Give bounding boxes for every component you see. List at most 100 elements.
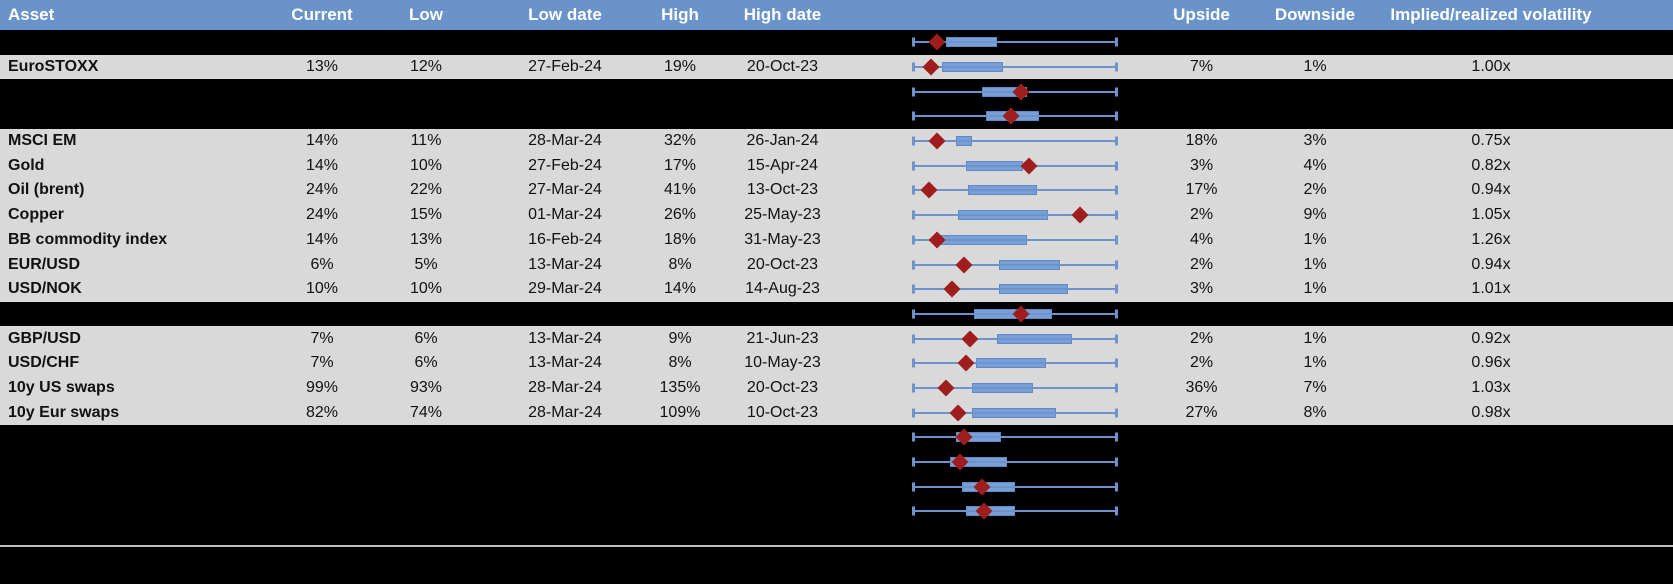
cell-downside[interactable]: 1%	[1303, 230, 1327, 248]
cell-downside[interactable]: 1%	[1303, 329, 1327, 347]
cell-upside[interactable]: 2%	[1189, 255, 1214, 273]
cell-current[interactable]: 14%	[305, 230, 339, 248]
cell-high-date[interactable]: 31-May-23	[744, 230, 821, 248]
cell-high-date[interactable]: 26-Jan-24	[746, 132, 819, 150]
cell-low-date[interactable]: 29-Mar-24	[528, 280, 602, 298]
cell-low-date[interactable]: 27-Feb-24	[528, 156, 602, 174]
cell-high[interactable]: 9%	[668, 329, 692, 347]
cell-low[interactable]: 15%	[409, 206, 443, 224]
cell-implied-realized[interactable]: 0.92x	[1471, 329, 1511, 347]
cell-low-date[interactable]: 16-Feb-24	[528, 230, 602, 248]
cell-low-date[interactable]: 13-Mar-24	[528, 329, 602, 347]
cell-low[interactable]: 6%	[414, 354, 438, 372]
column-header-asset[interactable]: Asset	[8, 5, 55, 24]
cell-low[interactable]: 93%	[409, 378, 443, 396]
cell-asset[interactable]: USD/CHF	[8, 354, 80, 372]
column-header-upside[interactable]: Upside	[1173, 5, 1230, 24]
cell-high[interactable]: 18%	[663, 230, 697, 248]
cell-high-date[interactable]: 20-Oct-23	[746, 58, 819, 76]
cell-upside[interactable]: 17%	[1185, 181, 1218, 199]
cell-low[interactable]: 10%	[409, 280, 443, 298]
cell-current[interactable]: 7%	[310, 329, 334, 347]
cell-high[interactable]: 19%	[663, 58, 697, 76]
cell-current[interactable]: 14%	[305, 156, 339, 174]
cell-high-date[interactable]: 10-May-23	[744, 354, 821, 372]
cell-downside[interactable]: 9%	[1303, 206, 1327, 224]
cell-current[interactable]: 82%	[305, 403, 339, 421]
cell-downside[interactable]: 2%	[1303, 181, 1327, 199]
cell-current[interactable]: 24%	[305, 181, 339, 199]
cell-asset[interactable]: USD/NOK	[8, 280, 82, 298]
cell-implied-realized[interactable]: 0.75x	[1471, 132, 1511, 150]
cell-downside[interactable]: 8%	[1303, 403, 1327, 421]
cell-current[interactable]: 99%	[305, 378, 339, 396]
cell-high-date[interactable]: 13-Oct-23	[746, 181, 819, 199]
cell-downside[interactable]: 7%	[1303, 378, 1327, 396]
cell-downside[interactable]: 1%	[1303, 354, 1327, 372]
cell-low-date[interactable]: 28-Mar-24	[528, 132, 602, 150]
cell-current[interactable]: 10%	[305, 280, 339, 298]
cell-low-date[interactable]: 13-Mar-24	[528, 255, 602, 273]
cell-asset[interactable]: Copper	[8, 206, 64, 224]
cell-high-date[interactable]: 20-Oct-23	[746, 255, 819, 273]
cell-high[interactable]: 109%	[659, 403, 701, 421]
cell-high[interactable]: 17%	[663, 156, 697, 174]
column-header-high[interactable]: High	[661, 5, 699, 24]
cell-asset[interactable]: BB commodity index	[8, 230, 168, 248]
column-header-current[interactable]: Current	[291, 5, 353, 24]
cell-low[interactable]: 5%	[414, 255, 438, 273]
cell-high[interactable]: 8%	[668, 255, 692, 273]
cell-current[interactable]: 7%	[310, 354, 334, 372]
cell-high-date[interactable]: 10-Oct-23	[746, 403, 819, 421]
cell-low[interactable]: 12%	[409, 58, 443, 76]
cell-implied-realized[interactable]: 1.05x	[1471, 206, 1511, 224]
cell-current[interactable]: 14%	[305, 132, 339, 150]
cell-low-date[interactable]: 27-Feb-24	[528, 58, 602, 76]
cell-asset[interactable]: 10y Eur swaps	[8, 403, 120, 421]
cell-downside[interactable]: 1%	[1303, 280, 1327, 298]
cell-high[interactable]: 14%	[663, 280, 697, 298]
cell-low[interactable]: 13%	[409, 230, 443, 248]
cell-high-date[interactable]: 20-Oct-23	[746, 378, 819, 396]
cell-asset[interactable]: GBP/USD	[8, 329, 81, 347]
cell-low[interactable]: 22%	[409, 181, 443, 199]
cell-upside[interactable]: 3%	[1189, 156, 1214, 174]
column-header-low-date[interactable]: Low date	[528, 5, 602, 24]
cell-upside[interactable]: 4%	[1189, 230, 1214, 248]
cell-asset[interactable]: EuroSTOXX	[8, 58, 99, 76]
cell-low-date[interactable]: 28-Mar-24	[528, 378, 602, 396]
cell-high[interactable]: 135%	[659, 378, 701, 396]
cell-asset[interactable]: 10y US swaps	[8, 378, 115, 396]
cell-implied-realized[interactable]: 1.00x	[1471, 58, 1511, 76]
cell-high[interactable]: 8%	[668, 354, 692, 372]
cell-downside[interactable]: 4%	[1303, 156, 1327, 174]
cell-implied-realized[interactable]: 0.94x	[1471, 255, 1511, 273]
cell-implied-realized[interactable]: 1.03x	[1471, 378, 1511, 396]
cell-low-date[interactable]: 27-Mar-24	[528, 181, 602, 199]
cell-asset[interactable]: Oil (brent)	[8, 181, 85, 199]
cell-current[interactable]: 24%	[305, 206, 339, 224]
cell-upside[interactable]: 7%	[1189, 58, 1214, 76]
cell-low-date[interactable]: 01-Mar-24	[528, 206, 602, 224]
cell-low[interactable]: 74%	[409, 403, 443, 421]
cell-high[interactable]: 41%	[663, 181, 697, 199]
column-header-implied-realized[interactable]: Implied/realized volatility	[1390, 5, 1592, 24]
cell-implied-realized[interactable]: 1.26x	[1471, 230, 1511, 248]
cell-upside[interactable]: 2%	[1189, 329, 1214, 347]
cell-upside[interactable]: 2%	[1189, 206, 1214, 224]
cell-low-date[interactable]: 13-Mar-24	[528, 354, 602, 372]
cell-low-date[interactable]: 28-Mar-24	[528, 403, 602, 421]
cell-high-date[interactable]: 21-Jun-23	[746, 329, 819, 347]
cell-asset[interactable]: EUR/USD	[8, 255, 81, 273]
cell-upside[interactable]: 3%	[1189, 280, 1214, 298]
column-header-high-date[interactable]: High date	[743, 5, 822, 24]
cell-asset[interactable]: MSCI EM	[8, 132, 77, 150]
cell-high[interactable]: 26%	[663, 206, 697, 224]
cell-high[interactable]: 32%	[663, 132, 697, 150]
cell-implied-realized[interactable]: 0.94x	[1471, 181, 1511, 199]
cell-upside[interactable]: 36%	[1185, 378, 1218, 396]
column-header-low[interactable]: Low	[409, 5, 443, 24]
cell-downside[interactable]: 3%	[1303, 132, 1327, 150]
cell-upside[interactable]: 2%	[1189, 354, 1214, 372]
cell-low[interactable]: 11%	[410, 132, 442, 150]
